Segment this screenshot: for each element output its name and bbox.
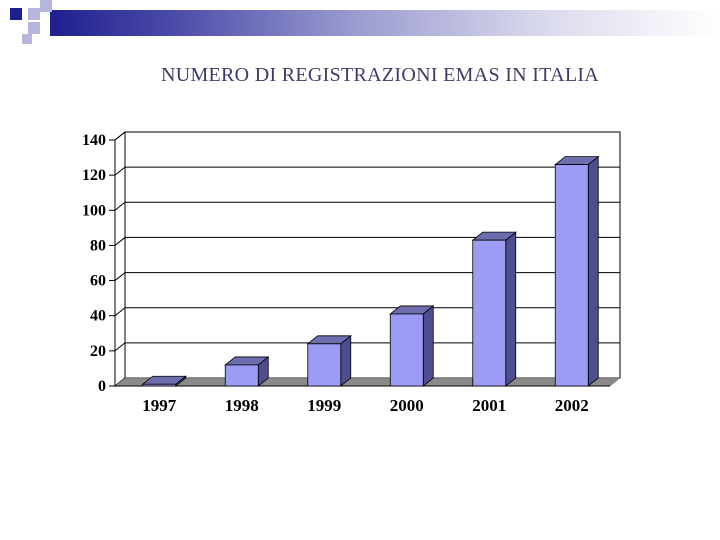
gridline <box>114 272 620 281</box>
y-tick-label: 140 <box>82 132 106 149</box>
bar <box>142 383 177 387</box>
chart-back-wall <box>124 131 621 379</box>
x-tick-label: 1999 <box>307 396 341 415</box>
gridline <box>114 201 620 211</box>
y-tick-label: 0 <box>98 378 106 395</box>
bar <box>307 343 342 387</box>
bar-side <box>340 334 352 387</box>
decor-square-light-4 <box>22 34 32 44</box>
bar-side <box>587 155 599 387</box>
gridline <box>114 166 620 176</box>
x-tick-label: 2000 <box>390 396 424 415</box>
decor-square-dark <box>10 8 22 20</box>
gridline <box>114 236 620 246</box>
slide-title: NUMERO DI REGISTRAZIONI EMAS IN ITALIA <box>160 64 600 86</box>
y-tick-label: 120 <box>82 167 106 184</box>
y-tick-label: 20 <box>90 343 106 360</box>
gridline <box>114 131 620 141</box>
bar-side <box>505 231 517 387</box>
bar-side <box>422 305 434 387</box>
bar <box>224 364 259 387</box>
bar <box>554 164 589 387</box>
chart-floor <box>114 377 621 387</box>
bar <box>472 239 507 387</box>
chart-side-wall <box>114 130 126 388</box>
bar <box>389 313 424 387</box>
x-tick-label: 1997 <box>142 396 177 415</box>
y-tick-label: 100 <box>82 202 106 219</box>
y-tick-label: 60 <box>90 273 106 290</box>
header-gradient-bar <box>50 10 720 36</box>
x-tick-label: 2001 <box>472 396 506 415</box>
y-tick-label: 40 <box>90 308 106 325</box>
decor-square-light-1 <box>28 8 40 20</box>
decor-square-light-2 <box>40 0 52 12</box>
gridline <box>114 342 620 352</box>
x-tick-label: 2002 <box>555 396 589 415</box>
x-tick-label: 1998 <box>225 396 259 415</box>
y-tick-label: 80 <box>90 237 106 254</box>
decor-square-light-3 <box>28 22 40 34</box>
gridline <box>114 307 620 317</box>
